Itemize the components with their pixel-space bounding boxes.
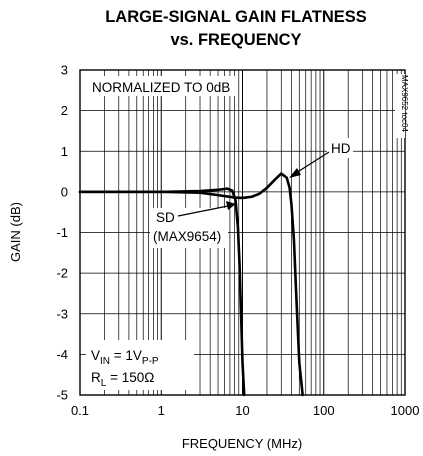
hd-arrow-line: [295, 151, 330, 174]
rl-sub: L: [101, 378, 107, 389]
series-line-sd: [78, 187, 246, 397]
chart-title-line-1: LARGE-SIGNAL GAIN FLATNESS: [105, 8, 367, 26]
vin-eq: = 1V: [110, 348, 142, 363]
rl-r: R: [91, 370, 101, 385]
vin-condition: VIN = 1VP-P: [91, 348, 159, 367]
series-line-hd: [78, 172, 304, 397]
y-tick-label: -1: [56, 225, 68, 240]
x-tick-label: 1000: [391, 403, 420, 418]
sd-arrow-line: [177, 205, 229, 217]
normalized-label: NORMALIZED TO 0dB: [92, 80, 230, 95]
chart-title-line-2: vs. FREQUENCY: [170, 31, 301, 49]
hd-label: HD: [331, 141, 351, 156]
y-tick-label: 0: [61, 184, 68, 199]
y-axis-label: GAIN (dB): [8, 202, 23, 262]
x-tick-label: 0.1: [71, 403, 89, 418]
x-tick-label: 1: [158, 403, 165, 418]
x-tick-label: 100: [313, 403, 335, 418]
x-tick-label: 10: [235, 403, 249, 418]
rl-eq: = 150Ω: [106, 370, 154, 385]
sd-arrow-head: [226, 201, 236, 210]
vin-sub: IN: [100, 356, 110, 367]
hd-label-bg: [327, 138, 353, 158]
normalized-label-bg: [86, 76, 236, 96]
y-tick-label: -2: [56, 266, 68, 281]
y-tick-label: -5: [56, 388, 68, 403]
y-tick-label: -4: [56, 347, 68, 362]
sd-label-line-2: (MAX9654): [153, 229, 221, 244]
vin-pp: P-P: [142, 356, 159, 367]
y-tick-label: 3: [61, 63, 68, 78]
hd-arrow-head: [289, 168, 301, 178]
rl-condition: RL = 150Ω: [91, 370, 154, 389]
series-layer: [78, 172, 304, 397]
y-tick-label: 2: [61, 103, 68, 118]
x-axis-label: FREQUENCY (MHz): [182, 436, 302, 451]
y-tick-label: -3: [56, 306, 68, 321]
y-tick-label: 1: [61, 144, 68, 159]
sd-label-line-1: SD: [156, 210, 175, 225]
conditions-bg: [86, 340, 194, 390]
sd-label-bg: [150, 208, 228, 248]
plot-frame: [79, 69, 406, 396]
figure-code: MAX9652 toc04: [400, 75, 409, 132]
figure-code-bg: [395, 74, 405, 138]
vin-v: V: [91, 348, 100, 363]
